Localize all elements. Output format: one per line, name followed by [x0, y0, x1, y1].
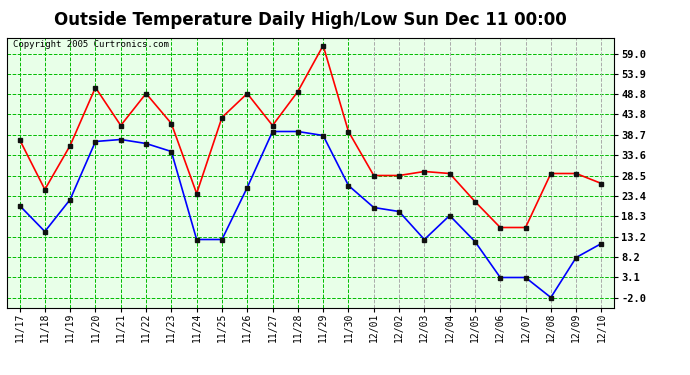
Text: Outside Temperature Daily High/Low Sun Dec 11 00:00: Outside Temperature Daily High/Low Sun D…	[54, 11, 567, 29]
Text: Copyright 2005 Curtronics.com: Copyright 2005 Curtronics.com	[13, 40, 169, 49]
